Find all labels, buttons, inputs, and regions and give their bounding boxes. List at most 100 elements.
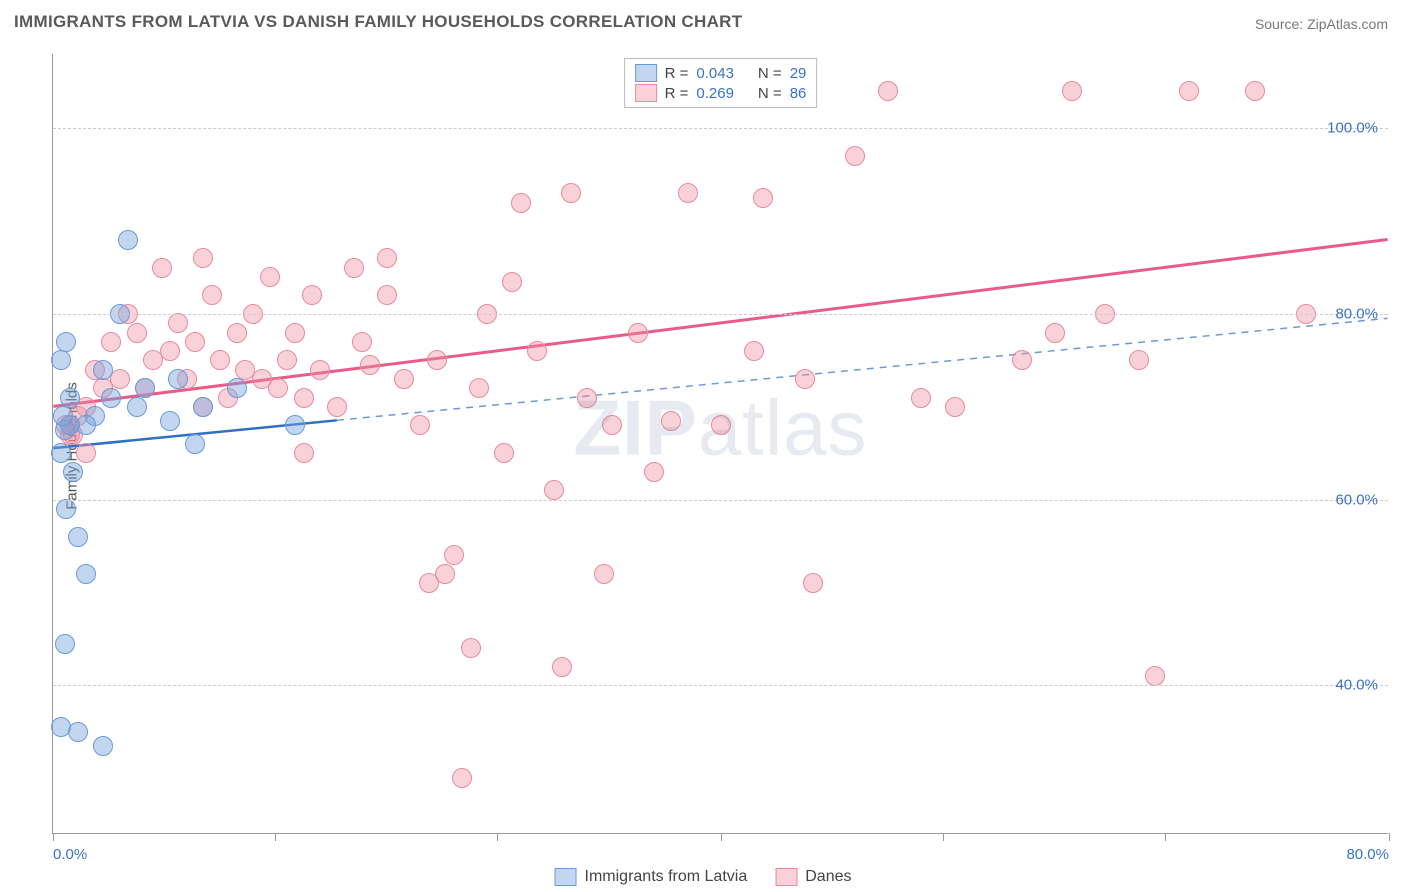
data-point-latvia	[227, 378, 247, 398]
x-tick	[1389, 833, 1390, 841]
data-point-danes	[410, 415, 430, 435]
swatch-latvia	[635, 64, 657, 82]
data-point-latvia	[68, 722, 88, 742]
data-point-latvia	[51, 443, 71, 463]
data-point-danes	[193, 248, 213, 268]
data-point-danes	[711, 415, 731, 435]
data-point-danes	[1012, 350, 1032, 370]
legend-item-latvia: Immigrants from Latvia	[555, 868, 748, 886]
data-point-danes	[744, 341, 764, 361]
legend-swatch-danes	[775, 868, 797, 886]
scatter-plot-area: ZIPatlas R = 0.043N = 29R = 0.269N = 86 …	[52, 54, 1388, 834]
x-tick	[53, 833, 54, 841]
source-attribution: Source: ZipAtlas.com	[1255, 16, 1388, 32]
data-point-latvia	[76, 564, 96, 584]
data-point-danes	[127, 323, 147, 343]
legend-label: Immigrants from Latvia	[585, 868, 748, 886]
data-point-danes	[594, 564, 614, 584]
data-point-danes	[1129, 350, 1149, 370]
data-point-danes	[602, 415, 622, 435]
legend-item-danes: Danes	[775, 868, 851, 886]
data-point-danes	[803, 573, 823, 593]
data-point-latvia	[53, 406, 73, 426]
data-point-danes	[377, 285, 397, 305]
grid-line	[53, 500, 1388, 501]
data-point-danes	[552, 657, 572, 677]
legend-label: Danes	[805, 868, 851, 886]
n-label: N =	[758, 85, 782, 102]
data-point-latvia	[135, 378, 155, 398]
data-point-danes	[427, 350, 447, 370]
series-legend: Immigrants from Latvia Danes	[555, 868, 852, 886]
data-point-latvia	[63, 462, 83, 482]
swatch-danes	[635, 84, 657, 102]
x-tick-label: 0.0%	[53, 846, 87, 863]
data-point-danes	[143, 350, 163, 370]
r-value: 0.269	[696, 85, 734, 102]
data-point-danes	[1245, 81, 1265, 101]
data-point-danes	[1145, 666, 1165, 686]
data-point-latvia	[160, 411, 180, 431]
data-point-latvia	[285, 415, 305, 435]
data-point-danes	[945, 397, 965, 417]
data-point-danes	[419, 573, 439, 593]
data-point-danes	[394, 369, 414, 389]
data-point-danes	[294, 443, 314, 463]
trend-ext-latvia	[337, 318, 1388, 420]
data-point-danes	[185, 332, 205, 352]
data-point-danes	[753, 188, 773, 208]
grid-line	[53, 128, 1388, 129]
data-point-latvia	[118, 230, 138, 250]
data-point-danes	[494, 443, 514, 463]
data-point-danes	[644, 462, 664, 482]
r-label: R =	[665, 85, 689, 102]
grid-line	[53, 314, 1388, 315]
data-point-danes	[210, 350, 230, 370]
grid-line	[53, 685, 1388, 686]
stats-row-latvia: R = 0.043N = 29	[635, 63, 807, 83]
n-value: 29	[790, 65, 807, 82]
data-point-danes	[302, 285, 322, 305]
data-point-danes	[661, 411, 681, 431]
r-value: 0.043	[696, 65, 734, 82]
data-point-danes	[527, 341, 547, 361]
data-point-danes	[544, 480, 564, 500]
y-tick-label: 100.0%	[1327, 120, 1378, 137]
data-point-danes	[152, 258, 172, 278]
data-point-danes	[377, 248, 397, 268]
data-point-latvia	[60, 388, 80, 408]
data-point-latvia	[55, 634, 75, 654]
data-point-latvia	[193, 397, 213, 417]
data-point-danes	[1045, 323, 1065, 343]
data-point-danes	[795, 369, 815, 389]
r-label: R =	[665, 65, 689, 82]
x-tick-label: 80.0%	[1346, 846, 1389, 863]
data-point-danes	[452, 768, 472, 788]
data-point-danes	[352, 332, 372, 352]
x-tick	[721, 833, 722, 841]
y-tick-label: 40.0%	[1335, 677, 1378, 694]
data-point-latvia	[56, 499, 76, 519]
source-name: ZipAtlas.com	[1307, 16, 1388, 32]
data-point-danes	[911, 388, 931, 408]
data-point-danes	[277, 350, 297, 370]
trendlines-layer	[53, 54, 1388, 833]
data-point-danes	[260, 267, 280, 287]
data-point-latvia	[127, 397, 147, 417]
data-point-danes	[310, 360, 330, 380]
data-point-danes	[502, 272, 522, 292]
data-point-danes	[202, 285, 222, 305]
data-point-latvia	[93, 736, 113, 756]
y-tick-label: 80.0%	[1335, 306, 1378, 323]
data-point-latvia	[68, 527, 88, 547]
x-tick	[943, 833, 944, 841]
data-point-latvia	[101, 388, 121, 408]
source-prefix: Source:	[1255, 16, 1307, 32]
data-point-danes	[444, 545, 464, 565]
data-point-danes	[344, 258, 364, 278]
data-point-danes	[285, 323, 305, 343]
stats-row-danes: R = 0.269N = 86	[635, 83, 807, 103]
data-point-danes	[360, 355, 380, 375]
data-point-latvia	[56, 332, 76, 352]
data-point-latvia	[51, 350, 71, 370]
